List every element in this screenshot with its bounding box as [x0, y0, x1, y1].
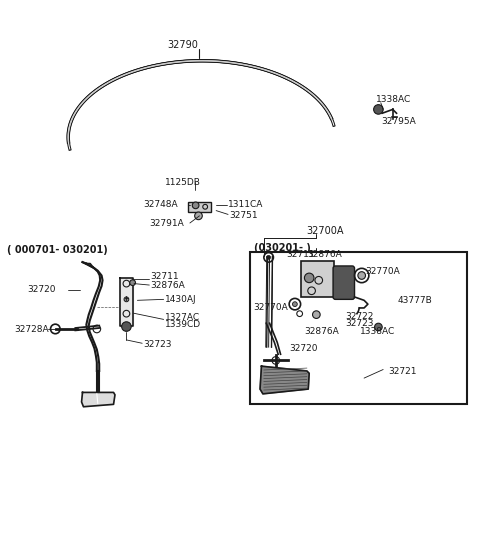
Circle shape	[304, 273, 314, 283]
Circle shape	[267, 256, 271, 260]
Text: 32790: 32790	[168, 40, 198, 50]
Polygon shape	[260, 366, 309, 394]
Text: 32728A: 32728A	[15, 325, 49, 334]
Text: 1327AC: 1327AC	[165, 312, 200, 322]
Circle shape	[373, 105, 383, 114]
Text: 32770A: 32770A	[365, 267, 400, 276]
Circle shape	[124, 297, 129, 302]
Text: 1430AJ: 1430AJ	[165, 295, 196, 304]
Text: 32791A: 32791A	[149, 219, 184, 229]
Text: 1311CA: 1311CA	[228, 201, 263, 209]
Bar	[301, 261, 335, 297]
Circle shape	[195, 212, 202, 220]
Text: 1338AC: 1338AC	[376, 95, 411, 104]
Text: 32711: 32711	[287, 250, 315, 258]
Text: 32795A: 32795A	[382, 117, 417, 126]
Text: 43777B: 43777B	[397, 296, 432, 305]
Text: 1338AC: 1338AC	[360, 327, 396, 336]
Text: 32876A: 32876A	[307, 250, 342, 258]
Text: 32700A: 32700A	[307, 226, 344, 236]
Circle shape	[292, 302, 297, 306]
Text: 32876A: 32876A	[150, 282, 184, 290]
Circle shape	[312, 311, 320, 318]
Text: 32722: 32722	[345, 311, 373, 321]
Text: 32748A: 32748A	[144, 201, 178, 209]
Bar	[188, 202, 211, 212]
Text: 32720: 32720	[289, 343, 318, 353]
FancyBboxPatch shape	[333, 266, 355, 299]
Circle shape	[374, 323, 382, 331]
Text: 1125DB: 1125DB	[165, 178, 201, 187]
Text: 32723: 32723	[345, 318, 373, 328]
Polygon shape	[82, 392, 115, 407]
Text: 32751: 32751	[229, 211, 258, 220]
Text: 32721: 32721	[388, 368, 417, 376]
Text: (030201- ): (030201- )	[254, 244, 311, 253]
Text: 32770A: 32770A	[253, 304, 288, 312]
Circle shape	[358, 272, 365, 279]
Circle shape	[192, 202, 199, 209]
Text: 1339CD: 1339CD	[165, 320, 201, 329]
Text: 32876A: 32876A	[304, 327, 339, 336]
Text: 32723: 32723	[143, 340, 172, 349]
Text: 32720: 32720	[28, 285, 56, 294]
Polygon shape	[120, 278, 132, 326]
Text: ( 000701- 030201): ( 000701- 030201)	[7, 245, 108, 255]
Circle shape	[130, 280, 135, 285]
Bar	[250, 252, 467, 404]
Circle shape	[121, 322, 131, 331]
Text: 32711: 32711	[150, 272, 179, 281]
